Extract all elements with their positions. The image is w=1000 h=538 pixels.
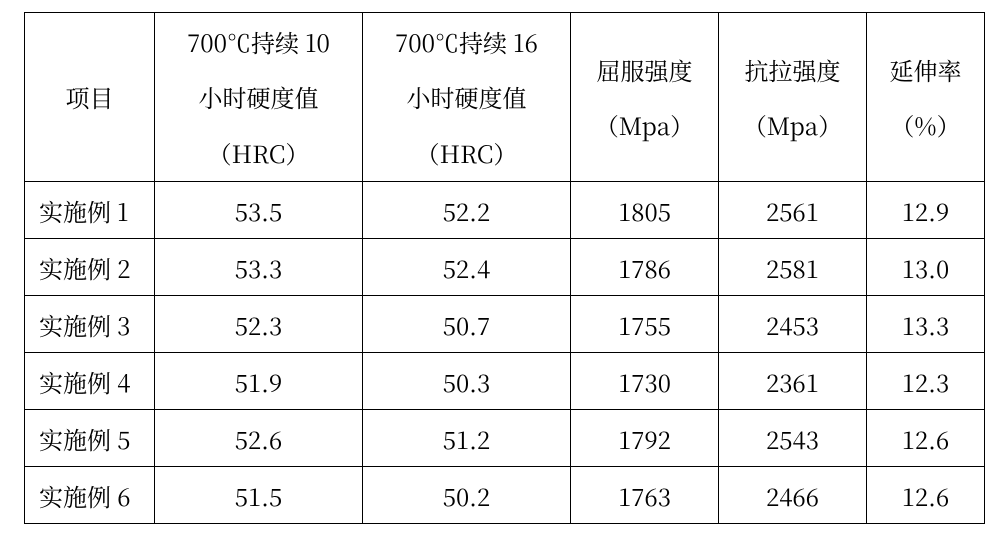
row-label: 实施例 2	[25, 239, 155, 296]
cell: 52.2	[363, 182, 571, 239]
row-label: 实施例 4	[25, 353, 155, 410]
cell: 53.5	[155, 182, 363, 239]
cell: 51.9	[155, 353, 363, 410]
page: 项目 700℃持续 10 小时硬度值 （HRC） 700℃持续 16 小时硬度值…	[0, 0, 1000, 538]
cell: 1763	[571, 467, 719, 524]
col-header-hrc16: 700℃持续 16 小时硬度值 （HRC）	[363, 13, 571, 182]
cell: 50.3	[363, 353, 571, 410]
col-header-yield: 屈服强度 （Mpa）	[571, 13, 719, 182]
col-header-text: 700℃持续 10 小时硬度值 （HRC）	[187, 14, 330, 180]
col-header-tensile: 抗拉强度 （Mpa）	[719, 13, 867, 182]
row-label: 实施例 6	[25, 467, 155, 524]
cell: 13.0	[867, 239, 985, 296]
col-header-text: 抗拉强度 （Mpa）	[743, 42, 842, 152]
col-header-item: 项目	[25, 13, 155, 182]
cell: 52.3	[155, 296, 363, 353]
cell: 12.3	[867, 353, 985, 410]
cell: 50.2	[363, 467, 571, 524]
cell: 52.4	[363, 239, 571, 296]
cell: 51.2	[363, 410, 571, 467]
cell: 12.6	[867, 410, 985, 467]
col-header-text: 700℃持续 16 小时硬度值 （HRC）	[395, 14, 538, 180]
cell: 1792	[571, 410, 719, 467]
cell: 1805	[571, 182, 719, 239]
table-row: 实施例 3 52.3 50.7 1755 2453 13.3	[25, 296, 985, 353]
cell: 2543	[719, 410, 867, 467]
row-label: 实施例 3	[25, 296, 155, 353]
cell: 50.7	[363, 296, 571, 353]
table-header-row: 项目 700℃持续 10 小时硬度值 （HRC） 700℃持续 16 小时硬度值…	[25, 13, 985, 182]
cell: 52.6	[155, 410, 363, 467]
cell: 13.3	[867, 296, 985, 353]
table-row: 实施例 2 53.3 52.4 1786 2581 13.0	[25, 239, 985, 296]
table-row: 实施例 4 51.9 50.3 1730 2361 12.3	[25, 353, 985, 410]
col-header-text: 屈服强度 （Mpa）	[595, 42, 694, 152]
cell: 1755	[571, 296, 719, 353]
data-table: 项目 700℃持续 10 小时硬度值 （HRC） 700℃持续 16 小时硬度值…	[24, 12, 985, 524]
col-header-hrc10: 700℃持续 10 小时硬度值 （HRC）	[155, 13, 363, 182]
table-row: 实施例 1 53.5 52.2 1805 2561 12.9	[25, 182, 985, 239]
cell: 2466	[719, 467, 867, 524]
table-body: 实施例 1 53.5 52.2 1805 2561 12.9 实施例 2 53.…	[25, 182, 985, 524]
col-header-text: 项目	[66, 69, 114, 124]
cell: 2581	[719, 239, 867, 296]
cell: 2361	[719, 353, 867, 410]
cell: 53.3	[155, 239, 363, 296]
col-header-elongation: 延伸率 （%）	[867, 13, 985, 182]
table-row: 实施例 5 52.6 51.2 1792 2543 12.6	[25, 410, 985, 467]
cell: 12.9	[867, 182, 985, 239]
row-label: 实施例 1	[25, 182, 155, 239]
cell: 51.5	[155, 467, 363, 524]
cell: 2453	[719, 296, 867, 353]
cell: 1730	[571, 353, 719, 410]
col-header-text: 延伸率 （%）	[890, 42, 962, 152]
cell: 2561	[719, 182, 867, 239]
cell: 12.6	[867, 467, 985, 524]
cell: 1786	[571, 239, 719, 296]
table-row: 实施例 6 51.5 50.2 1763 2466 12.6	[25, 467, 985, 524]
row-label: 实施例 5	[25, 410, 155, 467]
